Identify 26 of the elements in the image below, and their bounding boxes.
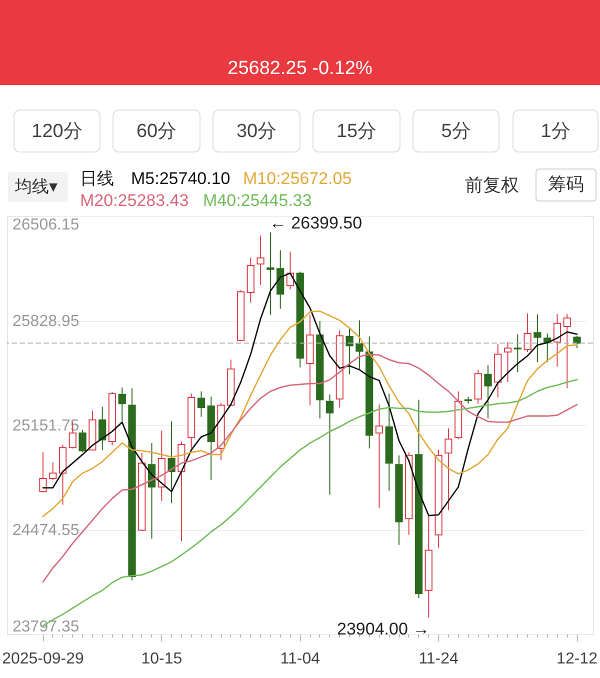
text: M40:25445.33 xyxy=(203,191,312,210)
text: M10:25672.05 xyxy=(243,169,352,188)
text: 5分 xyxy=(441,121,471,142)
annotation: ← 26399.50 xyxy=(269,213,362,232)
text: 1分 xyxy=(540,121,570,142)
chart-subtitle: 25682.25 -0.12% xyxy=(228,58,372,79)
x-tick-label: 10-15 xyxy=(141,650,182,668)
text: M20:25283.43 xyxy=(80,191,189,210)
text: 15分 xyxy=(336,121,377,142)
y-tick-label: 25828.95 xyxy=(12,313,80,330)
y-tick-label: 26506.15 xyxy=(12,216,80,234)
text: 均线▾ xyxy=(14,177,58,196)
text: 前复权 xyxy=(465,175,519,195)
legend-title: 日线 xyxy=(80,169,114,188)
text: M5:25740.10 xyxy=(131,169,230,188)
text: 120分 xyxy=(32,121,82,142)
x-tick-label: 2025-09-29 xyxy=(2,650,84,668)
x-tick-label: 11-24 xyxy=(418,650,459,668)
text: 筹码 xyxy=(548,174,584,194)
y-tick-label: 24474.55 xyxy=(12,522,80,539)
annotation: 23904.00 → xyxy=(337,620,430,639)
y-tick-label: 23797.35 xyxy=(12,618,80,636)
x-tick-label: 12-12 xyxy=(556,650,598,668)
text: 30分 xyxy=(236,121,277,142)
text: 60分 xyxy=(136,121,177,142)
x-tick-label: 11-04 xyxy=(280,650,320,668)
